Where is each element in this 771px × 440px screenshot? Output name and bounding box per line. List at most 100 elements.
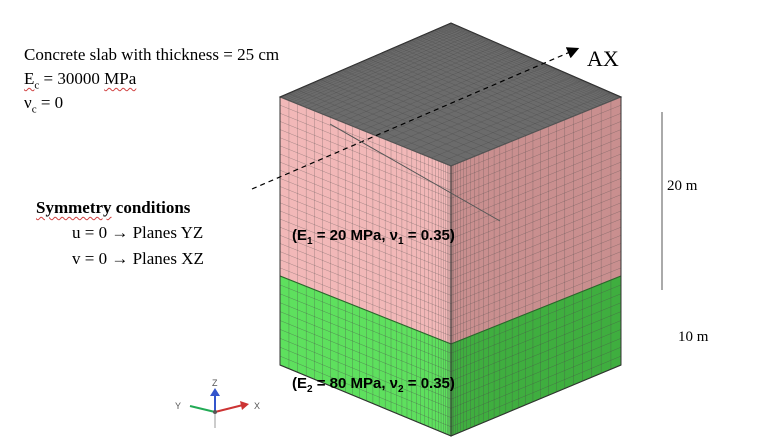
mesh-line <box>279 320 452 391</box>
symmetry-heading: Symmetry conditions <box>36 198 191 217</box>
mesh-line <box>292 28 464 103</box>
mesh-line <box>450 121 622 191</box>
mesh-line <box>279 210 452 280</box>
mesh-line <box>355 63 527 136</box>
mesh-line <box>369 61 541 134</box>
mesh-line <box>279 259 452 329</box>
mesh-line <box>430 88 602 159</box>
mesh-line <box>450 338 622 409</box>
mesh-line <box>349 66 520 139</box>
mesh-line <box>386 50 557 124</box>
mesh-line <box>296 89 468 160</box>
mesh-line <box>279 169 452 240</box>
mesh-line <box>377 65 549 137</box>
mesh-line <box>279 284 452 354</box>
mesh-line <box>447 24 618 99</box>
mesh-line <box>450 169 622 240</box>
symmetry-v-condition: v = 0 → Planes XZ <box>72 249 204 268</box>
triad-y-label: Y <box>175 401 182 411</box>
mesh-line <box>286 25 458 100</box>
mesh-line <box>450 284 622 354</box>
upper-dimension-label: 20 m <box>667 178 698 194</box>
mesh-line <box>284 24 456 100</box>
mesh-line <box>279 329 452 400</box>
mesh-line <box>423 34 594 109</box>
mesh-line <box>320 79 492 150</box>
mesh-grid <box>279 22 622 436</box>
mesh-line <box>303 33 475 107</box>
mesh-line <box>323 41 495 115</box>
ax-axis-label: AX <box>587 46 619 71</box>
mesh-line <box>436 28 608 103</box>
mesh-line <box>362 61 533 134</box>
mesh-line <box>368 58 540 131</box>
mesh-line <box>406 41 578 116</box>
mesh-line <box>439 27 610 102</box>
mesh-line <box>279 129 452 199</box>
mesh-line <box>421 83 592 155</box>
mesh-line <box>385 68 557 141</box>
mesh-line <box>419 36 591 110</box>
upper-layer-label: (E1 = 20 MPa, ν1 = 0.35) <box>292 227 455 247</box>
mesh-line <box>342 69 513 142</box>
mesh-line <box>327 76 499 147</box>
mesh-line <box>450 320 622 391</box>
mesh-line <box>380 53 552 126</box>
mesh-line <box>450 186 622 256</box>
mesh-line <box>279 235 452 304</box>
mesh-line <box>279 226 452 296</box>
mesh-line <box>450 202 622 272</box>
mesh-line <box>450 235 622 304</box>
mesh-line <box>299 31 471 106</box>
mesh-line <box>279 202 452 272</box>
mesh-line <box>281 23 453 98</box>
mesh-line <box>450 346 622 418</box>
mesh-line <box>279 178 452 248</box>
mesh-line <box>279 302 452 372</box>
mesh-line <box>450 267 622 337</box>
mesh-line <box>450 129 622 199</box>
mesh-line <box>279 161 452 231</box>
mesh-line <box>279 346 452 418</box>
mesh-line <box>450 153 622 223</box>
mesh-line <box>279 145 452 215</box>
mesh-line <box>355 55 526 128</box>
mesh-line <box>279 251 452 320</box>
mesh-line <box>449 23 621 98</box>
mesh-line <box>450 218 622 288</box>
mesh-line <box>282 23 454 99</box>
mesh-line <box>348 52 519 125</box>
mesh-line <box>329 44 500 118</box>
mesh-line <box>335 72 506 144</box>
mesh-line <box>450 243 622 312</box>
mesh-line <box>288 93 460 163</box>
ax-axis-arrow <box>251 47 580 190</box>
mesh-line <box>450 161 622 231</box>
mesh-line <box>446 24 617 100</box>
mesh-line <box>396 46 568 120</box>
slab-modulus-text: Ec = 30000 MPa <box>24 69 137 92</box>
mesh-line <box>279 355 452 428</box>
mesh-line <box>335 46 506 120</box>
symmetry-u-condition: u = 0 → Planes YZ <box>72 223 204 242</box>
mesh-line <box>308 34 480 109</box>
slab-poisson-text: νc = 0 <box>24 93 64 116</box>
mesh-line <box>317 39 489 113</box>
mesh-line <box>279 137 452 207</box>
mesh-line <box>394 72 565 144</box>
mesh-line <box>279 194 452 264</box>
mesh-line <box>279 311 452 382</box>
mesh-line <box>279 113 452 183</box>
mesh-line <box>295 29 467 104</box>
mesh-line <box>279 218 452 288</box>
mesh-line <box>450 355 622 428</box>
mesh-line <box>450 178 622 248</box>
mesh-line <box>415 38 586 112</box>
mesh-line <box>450 104 622 175</box>
triad-x-label: X <box>254 401 261 411</box>
mesh-line <box>448 23 620 99</box>
lower-layer-label: (E2 = 80 MPa, ν2 = 0.35) <box>292 375 455 395</box>
leader-line <box>329 123 501 222</box>
mesh-line <box>279 267 452 337</box>
mesh-line <box>279 186 452 256</box>
